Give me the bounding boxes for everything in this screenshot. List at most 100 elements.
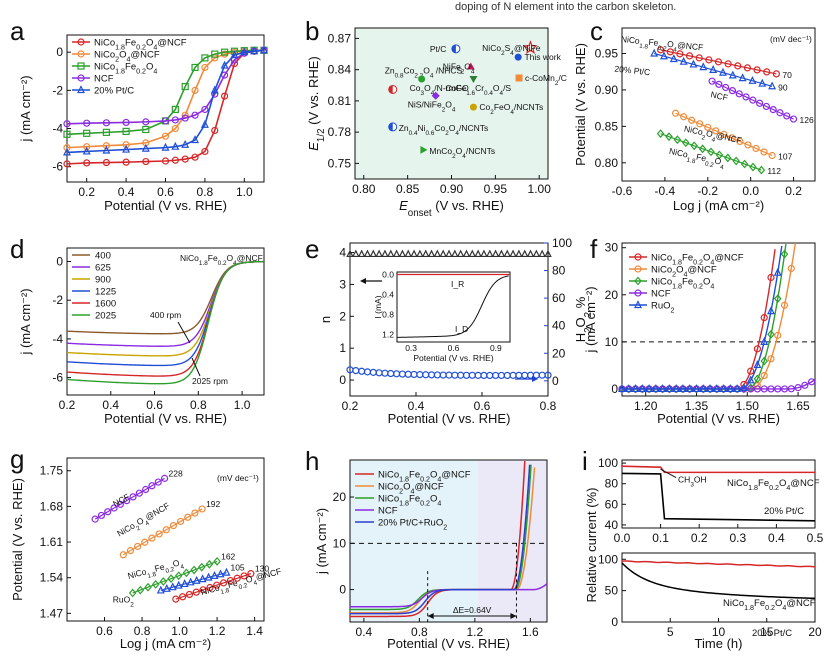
data-point	[82, 146, 91, 155]
legend-entry: NCF	[651, 289, 671, 300]
data-point	[129, 493, 137, 501]
panel-h: 0.4 0.8 1.2 1.6 0 10 20 h Potential (V vs. RHE) j…	[305, 446, 548, 651]
legend-entry: NCF	[378, 506, 398, 517]
x-tick-label: -0.4	[655, 184, 676, 198]
data-point	[171, 141, 180, 150]
data-point	[767, 385, 775, 393]
legend-entry: NiCo1.8Fe0.2O4	[378, 494, 441, 508]
data-point	[728, 70, 737, 79]
y-axis-label: Potential (V vs. RHE)	[573, 43, 588, 166]
x-tick-label: 0.5	[807, 531, 824, 545]
data-point	[171, 156, 179, 164]
x-tick-label: 0.80	[352, 182, 376, 196]
panel-letter-g: g	[10, 444, 24, 474]
data-point	[748, 75, 757, 84]
series-line	[175, 573, 252, 600]
data-point	[515, 74, 523, 82]
x-axis-label: Potential (V vs. RHE)	[104, 198, 227, 213]
n-point	[474, 249, 482, 258]
plot-frame	[349, 242, 549, 397]
n-point	[392, 249, 401, 258]
y-tick-label: -6	[52, 371, 63, 385]
data-point	[746, 375, 755, 384]
point-label: Zn0.8Co2.2O4 /NHCS	[385, 65, 463, 79]
data-point	[201, 54, 209, 62]
data-point	[181, 155, 189, 163]
data-point	[206, 583, 214, 592]
x-tick-label: 0.4	[118, 185, 135, 199]
data-point	[201, 63, 209, 72]
h2o2-point	[433, 371, 441, 379]
data-point	[63, 120, 71, 128]
data-point	[91, 515, 99, 523]
series-label: NiCo1.8Fe0.2O4@NCF	[723, 598, 816, 612]
panel-letter-e: e	[305, 234, 319, 264]
n-point	[346, 249, 354, 258]
y-tick-label: 100	[598, 552, 618, 566]
series-line	[711, 80, 794, 120]
series-line	[675, 112, 773, 157]
data-point	[682, 138, 690, 148]
n-point	[439, 249, 447, 258]
series-label: 20% Pt/C	[752, 628, 792, 639]
data-point	[688, 116, 696, 124]
slope-label: 130	[255, 564, 269, 574]
n-point	[375, 249, 383, 258]
legend-marker	[77, 62, 85, 70]
data-point	[720, 130, 728, 138]
x-tick-label: 0.8	[197, 185, 214, 199]
h2o2-point	[410, 370, 418, 379]
ch3oh-label: CH3OH	[678, 475, 707, 489]
y2-tick-label: 20	[552, 346, 566, 360]
x-tick-label: -0.6	[612, 184, 633, 198]
data-point	[645, 384, 654, 393]
data-point	[134, 542, 142, 551]
data-point	[63, 144, 71, 152]
n-point	[363, 249, 372, 258]
panel-letter-i: i	[582, 446, 588, 476]
data-point	[230, 56, 239, 64]
x-tick-label: 0.6	[157, 185, 174, 199]
data-point	[219, 579, 228, 587]
slope-label: 105	[230, 563, 244, 573]
data-point	[181, 114, 189, 122]
panel-letter-b: b	[305, 16, 319, 46]
point-label: NiCo2S4@NiFe	[482, 43, 541, 57]
annotation-arrow	[177, 321, 191, 344]
data-point	[181, 82, 189, 91]
legend-entry: 900	[95, 275, 111, 286]
data-point	[230, 50, 239, 59]
data-point	[728, 87, 737, 95]
data-point	[83, 159, 91, 167]
y-tick-label: 50	[605, 584, 619, 598]
data-point	[162, 583, 171, 592]
x-tick-label: 1.20	[634, 399, 658, 413]
x-tick-label: 1.0	[171, 624, 188, 638]
y-tick-label: 4	[339, 246, 346, 260]
data-point	[690, 141, 698, 151]
data-point	[192, 575, 201, 584]
data-point	[128, 588, 137, 598]
series-label: RuO2	[113, 594, 134, 608]
y-tick-label: 1.75	[40, 464, 64, 478]
data-point	[757, 165, 766, 175]
data-point	[191, 153, 199, 161]
point-label: Pt/C	[430, 44, 447, 54]
data-point	[420, 145, 428, 154]
data-point	[191, 135, 200, 144]
panel-letter-a: a	[10, 16, 25, 46]
data-point	[772, 70, 781, 78]
x-tick-label: 1.0	[236, 185, 253, 199]
y-tick-label: 0.84	[328, 63, 352, 77]
data-point	[719, 384, 728, 393]
data-point	[758, 78, 767, 87]
data-point	[760, 356, 769, 366]
x-axis-label: Eonset (V vs. RHE)	[399, 198, 504, 219]
series-line	[122, 508, 203, 556]
h2o2-point	[462, 371, 471, 379]
y-tick-label: 20	[605, 288, 619, 302]
x-axis-label: Time (h)	[695, 636, 743, 651]
series-line	[66, 49, 265, 125]
data-point	[732, 156, 740, 166]
